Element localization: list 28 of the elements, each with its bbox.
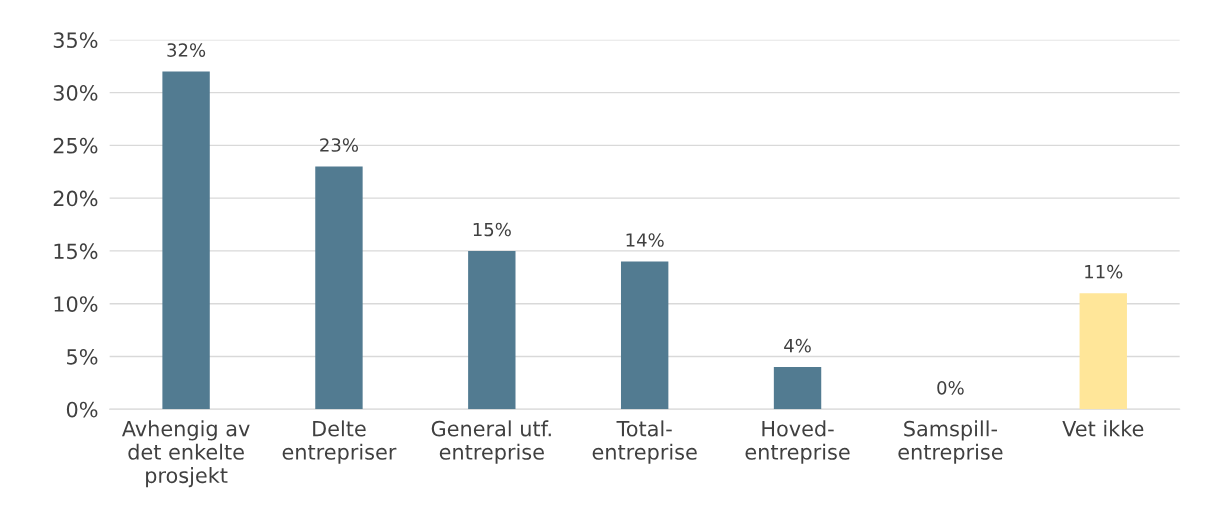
y-tick-label: 25% bbox=[53, 137, 98, 154]
x-tick-label: General utf. entreprise bbox=[431, 420, 551, 464]
x-tick-label: Delte entrepriser bbox=[282, 420, 397, 464]
bar bbox=[620, 261, 669, 410]
data-label: 11% bbox=[1085, 264, 1123, 279]
x-tick-label: Avhengig av det enkelte prosjekt bbox=[121, 420, 250, 488]
x-tick-label: Hoved- entreprise bbox=[745, 420, 850, 464]
data-label: 0% bbox=[937, 380, 964, 395]
y-tick-label: 15% bbox=[54, 243, 98, 260]
data-label: 4% bbox=[784, 338, 811, 353]
y-tick-label: 20% bbox=[53, 190, 98, 207]
bar bbox=[773, 367, 822, 410]
data-label: 32% bbox=[167, 43, 206, 57]
data-label: 15% bbox=[473, 222, 511, 237]
x-tick-label: Total- entreprise bbox=[592, 420, 697, 464]
y-tick-label: 10% bbox=[54, 296, 98, 312]
x-tick-label: Samspill- entreprise bbox=[898, 420, 1003, 464]
y-tick-label: 30% bbox=[53, 85, 98, 101]
y-tick-label: 5% bbox=[67, 348, 98, 365]
x-tick-label: Vet ikke bbox=[1062, 420, 1144, 437]
y-tick-label: 0% bbox=[66, 401, 98, 418]
bar bbox=[162, 71, 210, 410]
bar bbox=[1079, 293, 1127, 410]
bar bbox=[315, 166, 363, 410]
bar bbox=[468, 250, 516, 410]
y-tick-label: 35% bbox=[53, 32, 98, 49]
data-label: 23% bbox=[320, 138, 359, 152]
data-label: 14% bbox=[626, 233, 664, 247]
